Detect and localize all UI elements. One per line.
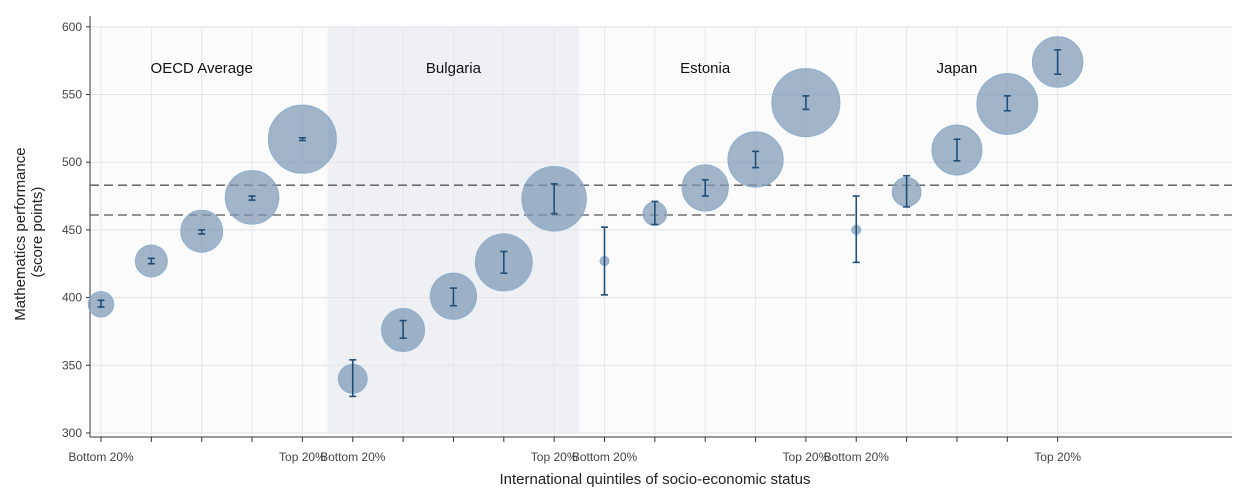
x-tick-label: Bottom 20% [320,450,386,464]
error-bars [97,49,1062,398]
y-tick-label: 400 [62,291,82,305]
y-tick-label: 350 [62,358,82,372]
y-tick-label: 450 [62,223,82,237]
y-axis-title-line-2: (score points) [29,187,46,278]
group-label: OECD Average [151,60,253,77]
y-tick-label: 600 [62,20,82,34]
reference-lines [90,184,1232,216]
y-tick-label: 500 [62,155,82,169]
group-label: Japan [937,60,978,77]
x-tick-label: Bottom 20% [572,450,638,464]
group-label: Estonia [680,60,731,77]
panel-labels: OECD Average Bulgaria Estonia Japan [151,60,978,77]
x-tick-label: Bottom 20% [68,450,134,464]
y-tick-label: 300 [62,426,82,440]
y-tick-label: 550 [62,88,82,102]
x-tick-label: Top 20% [279,450,326,464]
x-tick-label: Top 20% [1034,450,1081,464]
group-label: Bulgaria [426,60,482,77]
y-axis-title: Mathematics performance (score points) [12,143,46,321]
x-tick-label: Top 20% [531,450,578,464]
x-axis-title: International quintiles of socio-economi… [499,471,810,488]
y-axis-title-line-1: Mathematics performance [12,147,29,320]
x-tick-label: Top 20% [783,450,830,464]
x-tick-label: Bottom 20% [824,450,890,464]
